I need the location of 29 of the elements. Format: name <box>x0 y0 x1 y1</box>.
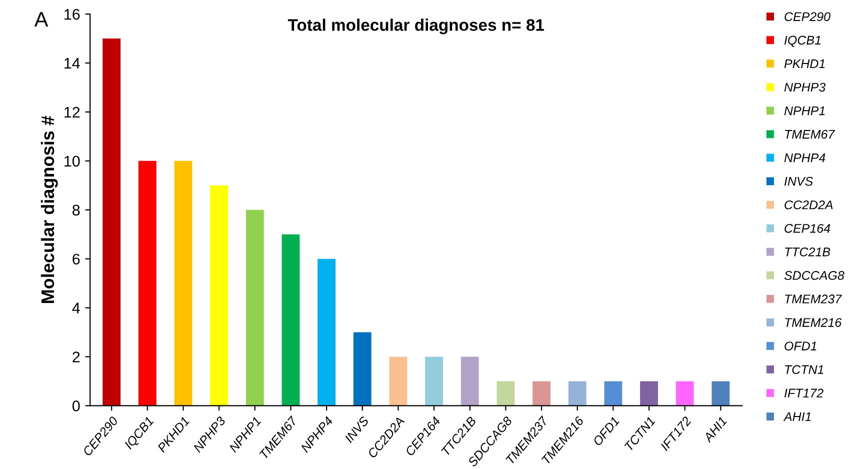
legend-label: OFD1 <box>784 342 816 350</box>
legend-label: NPHP3 <box>784 82 826 92</box>
y-tick-label: 0 <box>72 400 80 412</box>
y-tick-label: 4 <box>72 302 80 314</box>
y-tick-label: 6 <box>72 254 80 265</box>
y-axis-title: Molecular diagnosis # <box>40 116 58 303</box>
legend-label: TMEM67 <box>785 130 836 139</box>
legend-label: CC2D2A <box>784 200 833 210</box>
y-tick-label: 14 <box>64 58 80 69</box>
legend-label: CEP290 <box>784 12 830 22</box>
legend-label: TMEM237 <box>785 294 842 304</box>
legend-label: IFT172 <box>784 388 824 398</box>
y-tick-label: 16 <box>64 8 80 20</box>
y-tick-label: 2 <box>72 352 80 362</box>
y-tick-label: 10 <box>64 156 80 167</box>
legend-label: PKHD1 <box>784 59 825 68</box>
legend-label: NPHP1 <box>784 106 825 116</box>
legend-label: SDCCAG8 <box>784 271 844 280</box>
legend-label: TMEM216 <box>785 318 842 327</box>
legend-label: INVS <box>784 176 813 186</box>
y-tick-label: 8 <box>72 204 80 216</box>
legend-label: CEP164 <box>784 224 830 233</box>
chart-title: Total molecular diagnoses n= 81 <box>288 18 544 34</box>
legend-label: TTC21B <box>785 248 830 256</box>
legend-label: IQCB1 <box>784 36 820 47</box>
y-tick-label: 12 <box>64 106 80 118</box>
legend-label: TCTN1 <box>785 365 824 374</box>
text: A <box>34 12 48 26</box>
legend-label: NPHP4 <box>784 154 826 162</box>
